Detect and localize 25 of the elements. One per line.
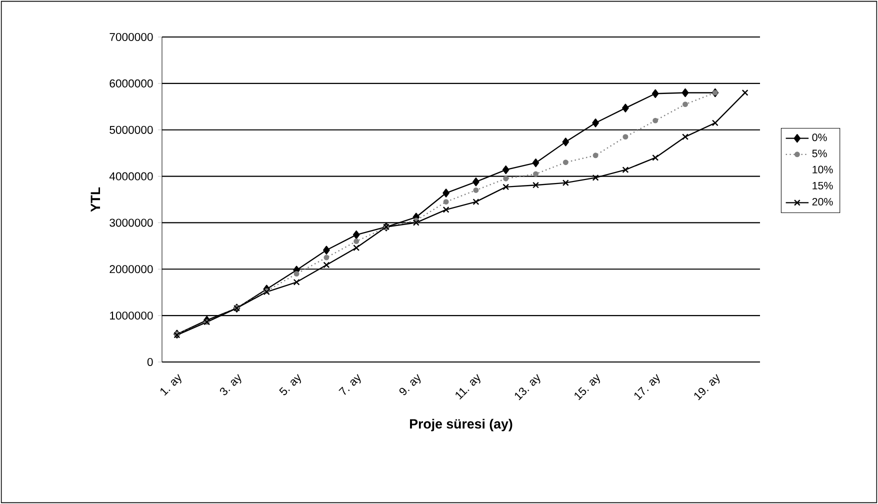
y-tick-label: 6000000 [110, 79, 153, 88]
text: 10% [812, 166, 833, 174]
legend-label: 20% [812, 198, 833, 206]
x-tick-label: 13. ay [514, 374, 540, 400]
x-tick-label: 7. ay [338, 374, 361, 395]
text: 15% [812, 182, 833, 190]
x-tick-label: 15. ay [574, 374, 600, 400]
x-tick-label: 1. ay [160, 374, 182, 396]
y-axis-title: YTL [90, 187, 100, 212]
y-tick-label: 7000000 [110, 33, 153, 42]
y-tick-label: 4000000 [109, 172, 153, 180]
x-tick-label: 9. ay [399, 374, 421, 396]
y-tick-label: 5000000 [110, 126, 153, 134]
x-tick-label: 3. ay [220, 374, 242, 396]
x-tick-label: 19. ay [694, 374, 720, 400]
y-tick-label: 3000000 [110, 218, 153, 227]
y-tick-label: 0 [147, 358, 153, 366]
x-tick-label: 5. ay [279, 374, 301, 396]
y-tick-label: 2000000 [110, 265, 153, 274]
y-tick-label: 1000000 [110, 312, 153, 320]
legend-label: 0% [812, 134, 827, 142]
legend-label: 5% [812, 150, 827, 158]
x-tick-label: 17. ay [634, 374, 660, 400]
x-axis-title: Proje süresi (ay) [410, 418, 512, 432]
x-tick-label: 11. ay [456, 374, 480, 400]
